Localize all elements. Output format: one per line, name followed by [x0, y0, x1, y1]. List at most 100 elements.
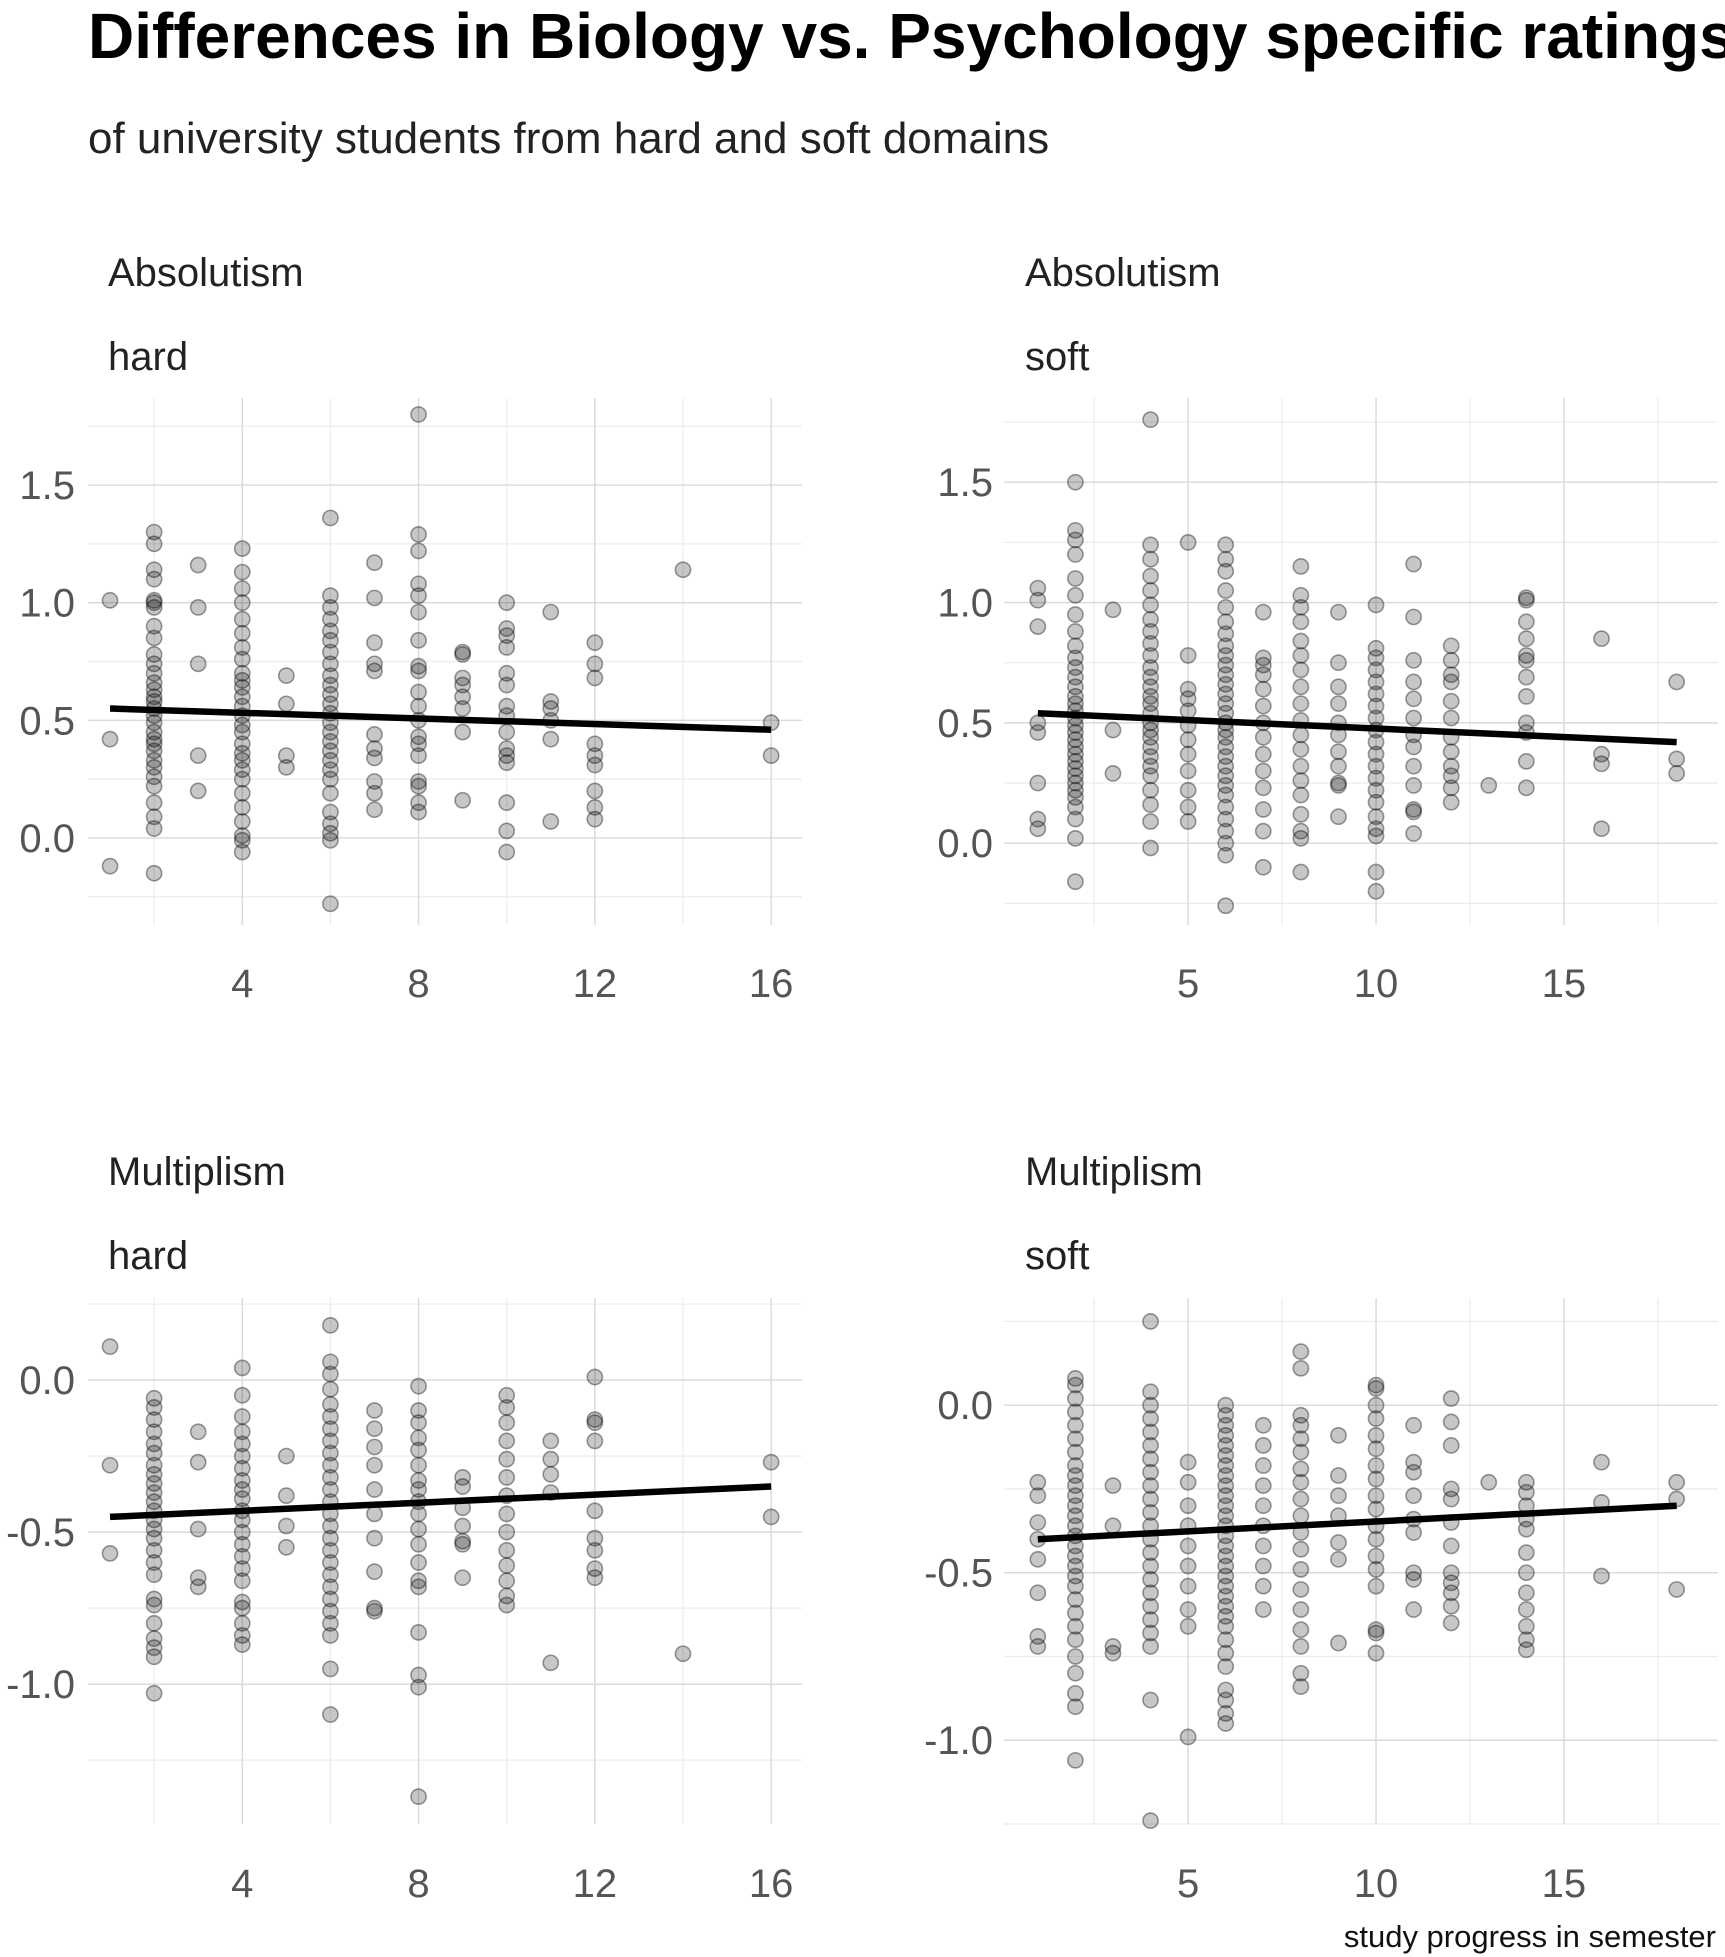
data-point	[498, 620, 516, 637]
data-point	[101, 730, 119, 748]
data-point	[1292, 822, 1310, 840]
data-point	[233, 751, 251, 769]
data-point	[233, 1614, 251, 1632]
data-point	[1142, 738, 1159, 756]
data-point	[1367, 820, 1385, 838]
data-point	[322, 824, 339, 842]
y-tick-label: -1.0	[924, 1719, 993, 1763]
x-tick-label: 10	[1354, 962, 1399, 1006]
data-point	[1254, 779, 1272, 797]
data-point	[145, 864, 163, 882]
data-point	[1029, 810, 1047, 828]
data-point	[1292, 1343, 1310, 1361]
data-point	[454, 1535, 472, 1553]
data-point	[1442, 1480, 1460, 1498]
data-point	[1142, 668, 1159, 686]
data-point	[498, 740, 516, 757]
data-point	[233, 716, 251, 734]
data-point	[1217, 1631, 1235, 1649]
data-point	[1217, 562, 1235, 580]
data-point	[410, 777, 427, 795]
data-point	[145, 1423, 163, 1441]
panel-mult-hard: Multiplism hard -1.0 -0.5 0.0 4 8 12 16	[6, 1150, 802, 1906]
data-point	[1217, 1644, 1235, 1662]
data-point	[1142, 596, 1159, 614]
y-tick-label: -0.5	[924, 1552, 993, 1596]
facet-label-domain: soft	[1025, 1234, 1089, 1278]
data-point	[498, 1399, 516, 1416]
y-tick-label: 0.5	[19, 699, 75, 743]
data-point	[498, 747, 516, 765]
data-point	[1330, 743, 1347, 761]
data-point	[1367, 661, 1385, 679]
data-point	[233, 1599, 251, 1617]
data-point	[1217, 897, 1235, 915]
data-point	[762, 747, 780, 765]
data-point	[322, 1517, 339, 1535]
data-point	[1029, 591, 1047, 609]
data-point	[1367, 827, 1385, 845]
data-point	[322, 1420, 339, 1438]
data-point	[1217, 1537, 1235, 1555]
data-point	[322, 761, 339, 779]
data-point	[498, 1557, 516, 1574]
data-point	[1217, 536, 1235, 554]
data-point	[410, 697, 427, 715]
data-point	[233, 1627, 251, 1644]
data-point	[454, 1569, 472, 1587]
data-point	[145, 1456, 163, 1474]
data-point	[1292, 772, 1310, 790]
data-point	[366, 773, 383, 790]
data-point	[1142, 1423, 1159, 1441]
data-point	[1367, 808, 1385, 826]
data-point	[1367, 1426, 1385, 1444]
data-point	[1254, 1537, 1272, 1555]
data-point	[322, 1602, 339, 1620]
data-point	[454, 700, 472, 717]
data-point	[1067, 531, 1084, 549]
data-point	[1067, 570, 1084, 587]
data-point	[498, 754, 516, 772]
data-point	[1217, 748, 1235, 765]
data-point	[1367, 673, 1385, 691]
data-point	[145, 1520, 163, 1538]
data-point	[1029, 1627, 1047, 1645]
data-point	[1104, 1644, 1122, 1662]
data-point	[233, 827, 251, 844]
data-point	[410, 1402, 427, 1419]
data-point	[1029, 724, 1047, 741]
data-point	[1405, 690, 1423, 708]
facet-label-measure: Absolutism	[108, 251, 304, 295]
data-point	[1668, 1581, 1686, 1598]
data-point	[1517, 1544, 1535, 1562]
data-point	[1067, 1751, 1084, 1769]
data-point	[1480, 777, 1498, 794]
data-point	[1067, 1517, 1084, 1535]
x-tick-label: 15	[1542, 1862, 1587, 1906]
data-point	[322, 587, 339, 605]
data-point	[233, 1386, 251, 1404]
data-point	[366, 1602, 383, 1620]
data-point	[233, 1423, 251, 1441]
data-point	[322, 1444, 339, 1462]
data-point	[1104, 721, 1122, 739]
data-point	[189, 782, 207, 800]
data-point	[233, 761, 251, 779]
facet-label-measure: Multiplism	[108, 1150, 286, 1194]
data-point	[1067, 752, 1084, 770]
data-point	[1217, 637, 1235, 655]
data-point	[233, 1535, 251, 1553]
data-point	[1217, 1617, 1235, 1635]
data-point	[1142, 1624, 1159, 1642]
data-point	[1142, 813, 1159, 830]
data-point	[1367, 882, 1385, 900]
data-point	[410, 575, 427, 593]
data-point	[1405, 1601, 1423, 1618]
panel-mult-soft: Multiplism soft -1.0 -0.5 0.0 5 10 15	[924, 1150, 1718, 1906]
data-point	[1517, 1641, 1535, 1659]
data-point	[1517, 687, 1535, 705]
data-point	[1254, 1437, 1272, 1454]
data-point	[1179, 1473, 1197, 1491]
data-point	[233, 735, 251, 753]
